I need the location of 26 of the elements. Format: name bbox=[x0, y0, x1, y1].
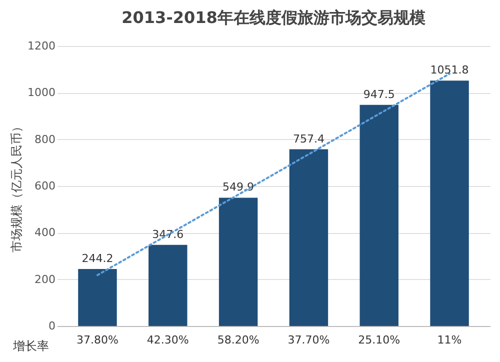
bar bbox=[148, 244, 188, 326]
data-label: 1051.8 bbox=[430, 64, 469, 77]
bar bbox=[78, 269, 117, 326]
bar bbox=[360, 104, 398, 326]
text: 增长率 bbox=[12, 339, 49, 353]
y-tick-label: 400 bbox=[34, 226, 56, 240]
y-tick-label: 200 bbox=[34, 272, 56, 286]
y-tick-label: 800 bbox=[34, 132, 56, 146]
y-axis-title: 市场规模（亿元人民币） bbox=[10, 120, 24, 252]
chart-title: 2013-2018年在线度假旅游市场交易规模 bbox=[122, 8, 426, 27]
x-tick-label: 25.10% bbox=[358, 334, 400, 346]
x-tick-label: 37.70% bbox=[288, 334, 330, 346]
data-label: 947.5 bbox=[363, 88, 395, 101]
y-tick-label: 1000 bbox=[28, 86, 56, 100]
bar bbox=[289, 149, 328, 326]
data-label: 757.4 bbox=[292, 132, 324, 146]
x-tick-label: 37.80% bbox=[76, 334, 118, 346]
y-tick-label: 1200 bbox=[28, 40, 56, 52]
data-label: 244.2 bbox=[82, 252, 114, 266]
x-tick-label: 11% bbox=[437, 334, 462, 346]
y-tick-label: 0 bbox=[48, 320, 56, 332]
bar bbox=[430, 80, 469, 326]
y-tick-label: 600 bbox=[34, 180, 56, 192]
bar bbox=[218, 198, 258, 326]
x-tick-label: 58.20% bbox=[217, 334, 260, 346]
x-tick-label: 42.30% bbox=[146, 334, 189, 346]
